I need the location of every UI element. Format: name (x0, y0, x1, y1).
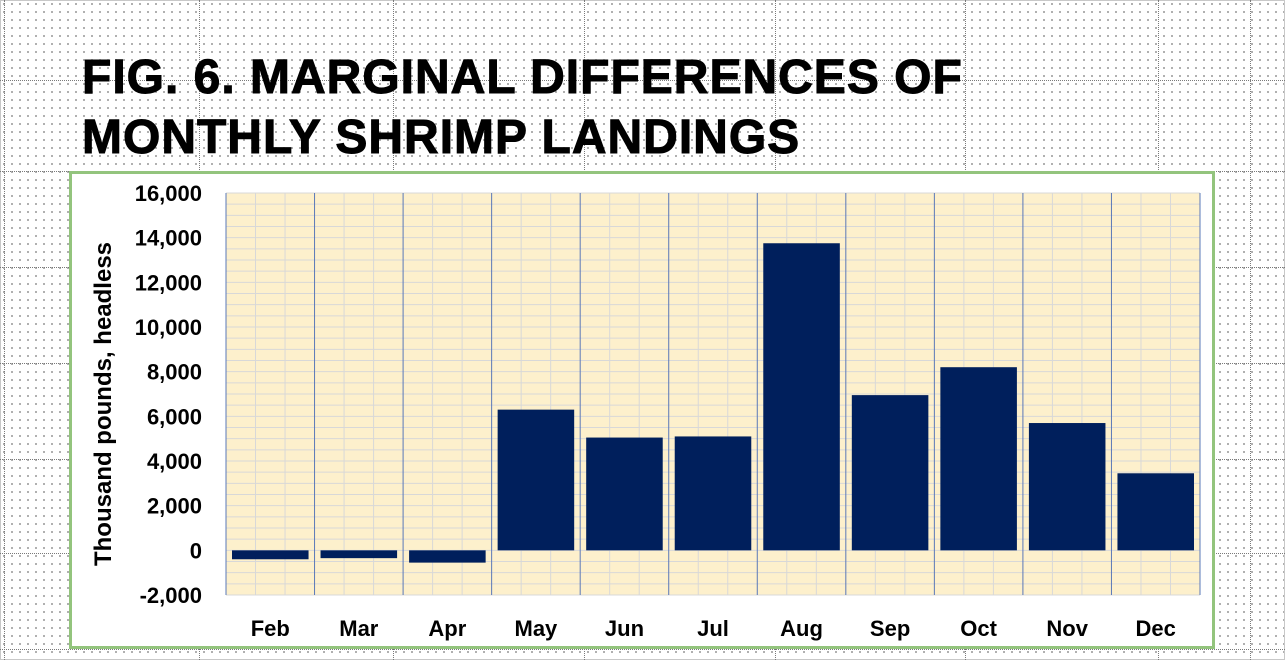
x-tick-label: Feb (251, 616, 290, 641)
bar-jul (674, 436, 752, 551)
x-tick-label: Apr (428, 616, 466, 641)
bar-apr (409, 550, 486, 563)
y-tick-label: 12,000 (135, 270, 202, 295)
bar-sep (851, 395, 929, 551)
x-tick-label: Aug (780, 616, 823, 641)
y-axis-title: Thousand pounds, headless (90, 242, 117, 566)
y-tick-label: 2,000 (147, 494, 202, 519)
bar-oct (940, 367, 1017, 551)
x-tick-label: Oct (960, 616, 997, 641)
y-tick-label: 14,000 (135, 226, 202, 251)
x-tick-label: Dec (1136, 616, 1176, 641)
x-tick-label: Jul (697, 616, 729, 641)
y-tick-label: -2,000 (140, 583, 202, 608)
chart-title: FIG. 6. MARGINAL DIFFERENCES OF MONTHLY … (82, 51, 963, 165)
x-tick-label: Sep (870, 616, 910, 641)
y-tick-label: 4,000 (147, 449, 202, 474)
y-tick-label: 0 (190, 538, 202, 563)
bar-mar (320, 550, 398, 559)
y-tick-label: 16,000 (135, 181, 202, 206)
x-tick-label: May (515, 616, 559, 641)
bar-nov (1028, 423, 1106, 551)
bar-aug (763, 243, 840, 551)
y-tick-label: 8,000 (147, 360, 202, 385)
y-tick-label: 6,000 (147, 404, 202, 429)
x-tick-label: Jun (605, 616, 644, 641)
x-tick-label: Mar (339, 616, 379, 641)
bar-jun (586, 437, 663, 551)
bar-feb (232, 550, 309, 560)
x-tick-label: Nov (1046, 616, 1088, 641)
bar-dec (1117, 473, 1194, 551)
bar-may (497, 409, 575, 551)
y-tick-label: 10,000 (135, 315, 202, 340)
